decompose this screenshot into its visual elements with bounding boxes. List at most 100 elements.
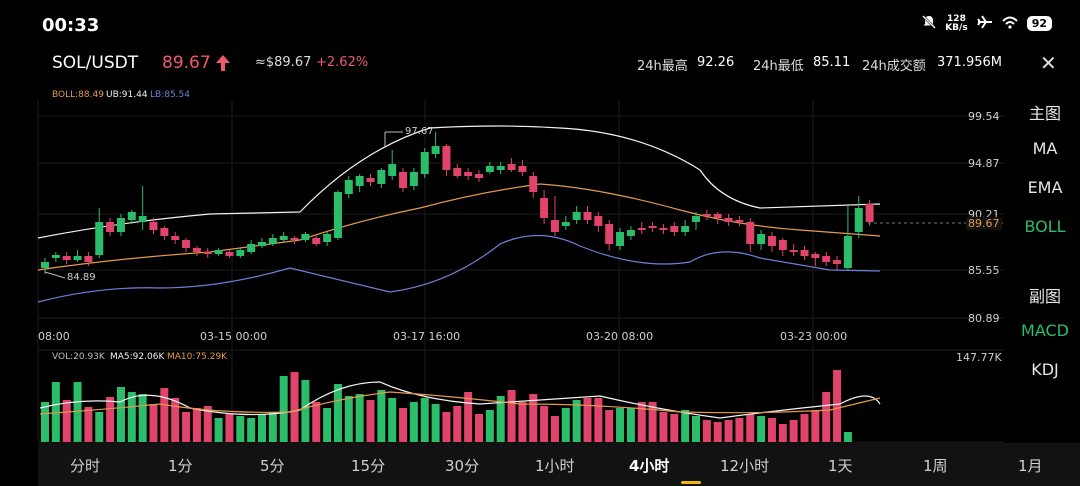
airplane-icon xyxy=(976,14,993,33)
tab-30m[interactable]: 30分 xyxy=(445,457,480,475)
candle-body xyxy=(648,226,657,228)
tab-4h[interactable]: 4小时 xyxy=(629,457,670,475)
boll-lower-line xyxy=(37,234,881,303)
turnover-value: 371.956M xyxy=(937,55,1002,70)
volume-bar xyxy=(333,384,342,442)
volume-bar xyxy=(41,402,49,442)
candle-body xyxy=(355,176,364,186)
candle-body xyxy=(138,216,147,222)
menu-kdj[interactable]: KDJ xyxy=(1031,360,1059,379)
usd-price: ≈$89.67 xyxy=(255,55,312,70)
volume-bar xyxy=(171,398,180,442)
tab-1w[interactable]: 1周 xyxy=(923,457,948,475)
candle-body xyxy=(767,236,776,246)
volume-bar xyxy=(724,420,733,442)
volume-bar xyxy=(464,392,473,442)
status-bar: 00:33 128 KB/s 92 xyxy=(0,0,1080,50)
volume-bar xyxy=(626,408,635,442)
candle-body xyxy=(833,260,842,264)
boll-upper-line xyxy=(37,125,881,239)
candle-body xyxy=(442,146,451,170)
ma10-legend: MA10:75.29K xyxy=(167,352,228,362)
volume-bar xyxy=(301,380,310,442)
volume-ma5-line xyxy=(39,381,881,419)
volume-bar xyxy=(399,408,408,442)
status-icons: 128 KB/s 92 xyxy=(922,14,1052,33)
candle-body xyxy=(583,212,592,220)
candle-body xyxy=(344,180,353,194)
volume-bar xyxy=(366,400,375,442)
volume-bar xyxy=(757,416,766,442)
candle-body xyxy=(702,214,711,216)
menu-ma[interactable]: MA xyxy=(1032,139,1058,158)
volume-bar xyxy=(127,392,136,442)
volume-bar xyxy=(529,394,538,442)
volume-bar xyxy=(73,382,82,442)
tab-1mo[interactable]: 1月 xyxy=(1018,457,1043,475)
candle-body xyxy=(735,220,744,222)
price-chart[interactable] xyxy=(0,0,1010,443)
tab-time-sharing[interactable]: 分时 xyxy=(70,457,101,475)
menu-ema[interactable]: EMA xyxy=(1027,178,1063,197)
menu-macd[interactable]: MACD xyxy=(1021,321,1069,340)
ticker-header: SOL/USDT 89.67 ≈$89.67 +2.62% 24h最高 92.2… xyxy=(0,50,1080,80)
volume-bar xyxy=(735,418,744,442)
volume-bar xyxy=(203,406,212,442)
volume-bar xyxy=(192,408,201,442)
tab-1d[interactable]: 1天 xyxy=(828,457,853,475)
candle-body xyxy=(333,192,342,238)
candle-body xyxy=(301,234,310,240)
volume-bar xyxy=(518,402,527,442)
candle-body xyxy=(192,248,201,252)
candle-body xyxy=(149,222,158,230)
volume-legend: VOL:20.93K xyxy=(52,352,105,362)
volume-bar xyxy=(377,390,386,442)
candle-body xyxy=(323,234,332,242)
volume-bar xyxy=(605,410,614,442)
tab-1m[interactable]: 1分 xyxy=(168,457,193,475)
high-label: 24h最高 xyxy=(637,59,688,74)
volume-bar xyxy=(182,412,191,442)
volume-bar xyxy=(594,398,603,442)
candle-body xyxy=(464,172,473,176)
volume-bar xyxy=(811,410,820,442)
volume-bar xyxy=(583,398,592,442)
volume-bar xyxy=(789,420,798,442)
tab-1h[interactable]: 1小时 xyxy=(535,457,575,475)
close-icon[interactable]: ✕ xyxy=(1040,51,1057,75)
candle-body xyxy=(171,236,180,240)
volume-bar xyxy=(550,416,559,442)
min-marker xyxy=(44,271,66,279)
volume-bar xyxy=(312,402,321,442)
boll-legend: BOLL:88.49 xyxy=(52,90,104,100)
volume-bar xyxy=(279,376,288,442)
volume-bar xyxy=(236,416,245,442)
volume-bar xyxy=(648,402,657,442)
candle-body xyxy=(605,224,614,244)
max-price-label: 97.67 xyxy=(405,126,434,137)
candle-body xyxy=(572,212,581,220)
candle-body xyxy=(41,262,49,268)
ub-legend: UB:91.44 xyxy=(106,90,148,100)
candle-body xyxy=(279,236,288,240)
ma5-legend: MA5:92.06K xyxy=(110,352,165,362)
tab-15m[interactable]: 15分 xyxy=(351,457,386,475)
candle-body xyxy=(822,256,831,262)
candle-body xyxy=(496,166,505,170)
tab-5m[interactable]: 5分 xyxy=(260,457,285,475)
timeframe-bar: 分时 1分 5分 15分 30分 1小时 4小时 12小时 1天 1周 1月 xyxy=(38,443,1080,486)
main-chart-header: 主图 xyxy=(1028,104,1061,123)
candle-body xyxy=(637,228,646,230)
price-tick: 80.89 xyxy=(968,312,1000,325)
volume-bar xyxy=(355,394,364,442)
candle-body xyxy=(453,168,462,176)
candle-body xyxy=(529,176,538,192)
pair-name[interactable]: SOL/USDT xyxy=(52,53,139,73)
volume-bar xyxy=(637,402,646,442)
volume-bar xyxy=(51,382,60,442)
tab-12h[interactable]: 12小时 xyxy=(720,457,770,475)
candle-body xyxy=(182,240,191,248)
candle-body xyxy=(626,230,635,236)
clock: 00:33 xyxy=(42,15,100,36)
menu-boll[interactable]: BOLL xyxy=(1024,217,1066,236)
